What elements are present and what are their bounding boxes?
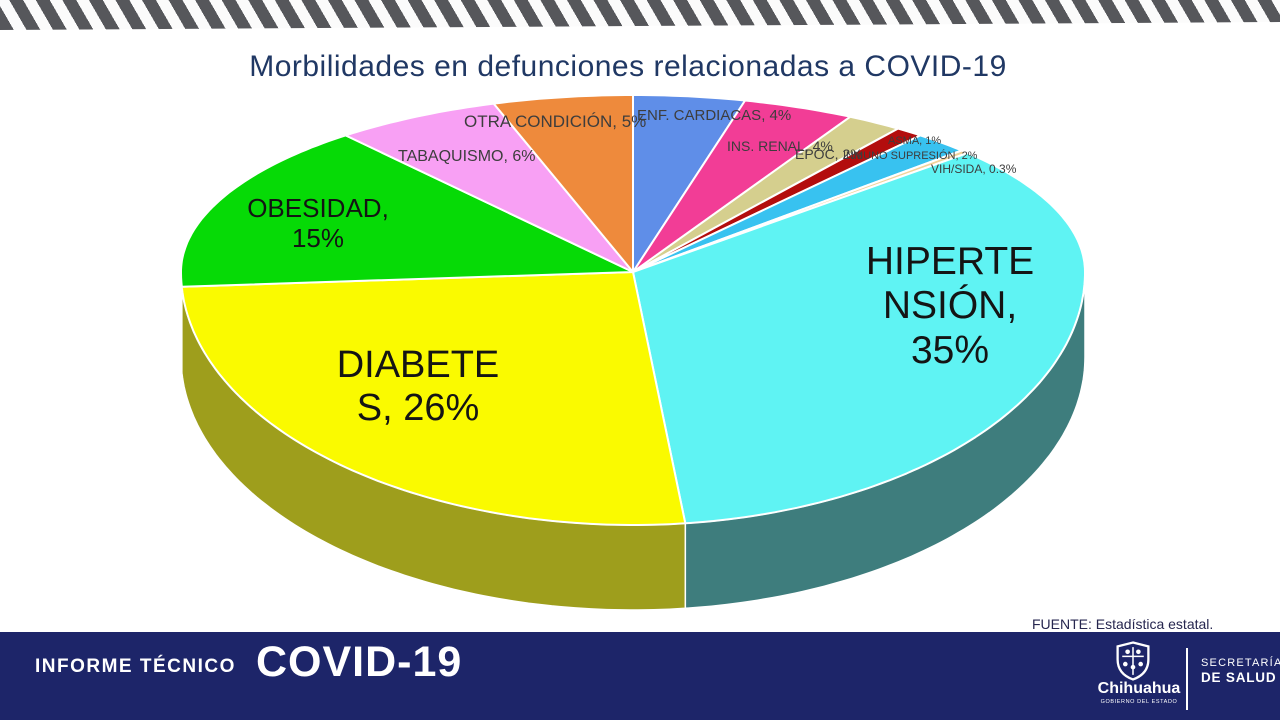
report-type-label: INFORME TÉCNICO xyxy=(35,656,236,677)
ministry-name-line2: DE SALUD xyxy=(1201,670,1277,685)
slice-label-inmuno-supresion: INMUNO SUPRESIÓN, 2% xyxy=(843,150,978,162)
slice-label-diabetes: DIABETE S, 26% xyxy=(336,344,500,430)
report-title-label: COVID-19 xyxy=(256,638,463,686)
state-logo-name: Chihuahua xyxy=(1097,680,1181,697)
logo-divider xyxy=(1186,648,1188,710)
state-logo-subtitle: GOBIERNO DEL ESTADO xyxy=(1100,699,1178,705)
slice-label-asma: ASMA, 1% xyxy=(888,135,942,147)
slice-label-tabaquismo: TABAQUISMO, 6% xyxy=(398,148,536,165)
ministry-name-line1: SECRETARÍA xyxy=(1201,657,1280,669)
slice-label-ins-renal: INS. RENAL, 4% xyxy=(727,138,833,154)
slice-label-epoc: EPOC, 2% xyxy=(795,146,863,162)
slice-label-obesidad: OBESIDAD, 15% xyxy=(247,193,389,253)
slice-label-vih-sida: VIH/SIDA, 0.3% xyxy=(931,162,1017,176)
source-note: FUENTE: Estadística estatal. xyxy=(1032,616,1214,632)
slice-label-otra-condicion: OTRA CONDICIÓN, 5% xyxy=(464,112,647,131)
slice-label-enf-cardiacas: ENF. CARDIACAS, 4% xyxy=(637,107,792,124)
footer-bar: INFORME TÉCNICO COVID-19 Chihuahua GOBIE… xyxy=(0,632,1280,720)
page-title: Morbilidades en defunciones relacionadas… xyxy=(249,50,1007,83)
slice-label-hipertension: HIPERTE NSIÓN, 35% xyxy=(865,240,1035,372)
chihuahua-shield-icon xyxy=(1116,641,1150,681)
